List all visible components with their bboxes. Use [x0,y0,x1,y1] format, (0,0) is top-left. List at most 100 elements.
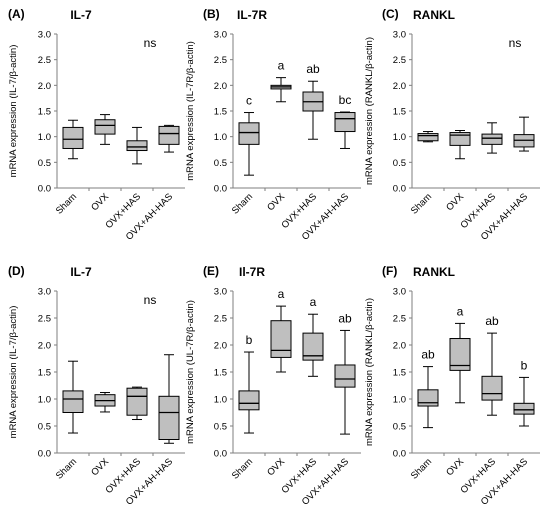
iqr-box [158,125,180,145]
iqr-box [334,112,356,133]
iqr-box [238,122,260,145]
y-tick-label: 0.0 [38,184,51,195]
y-tick-label: 1.0 [214,395,227,406]
y-tick-label: 0.0 [393,184,406,195]
y-tick-label: 3.0 [38,287,51,298]
x-tick-label: OVX [89,456,111,478]
iqr-box [481,375,503,401]
significance-label: ns [144,36,157,50]
panel-5: (E) Il-7R 0.0 0.5 1.0 1.5 2.0 2.5 3.0 mRNA expres… [185,264,361,508]
x-tick-label: OVX [265,191,287,213]
y-tick-label: 0.0 [214,449,227,460]
box-ovx-has [302,80,324,140]
y-tick-label: 0.0 [214,184,227,195]
y-tick-label: 1.0 [393,395,406,406]
y-tick-label: 1.0 [38,395,51,406]
y-tick-label: 1.0 [393,132,406,143]
iqr-box [238,390,260,411]
x-tick-label: OVX [89,191,111,213]
significance-label: ab [485,314,499,328]
panel-title: IL-7R [237,8,267,22]
y-tick-label: 2.0 [38,341,51,352]
iqr-box [62,390,84,413]
box-ovx-has [481,122,503,154]
significance-label: ab [421,348,435,362]
iqr-box [417,133,439,142]
box-sham [238,351,260,434]
panel-6: (F) RANKL 0.0 0.5 1.0 1.5 2.0 2.5 3.0 mRNA expres… [364,264,540,508]
box-ovx-ah-has [513,376,535,427]
y-tick-label: 2.5 [38,314,51,325]
box-ovx-has [302,313,324,377]
box-ovx [94,392,116,413]
x-tick-label: OVX [444,456,466,478]
y-tick-label: 0.5 [214,158,227,169]
panel-4: (D) IL-7 0.0 0.5 1.0 1.5 2.0 2.5 3.0 mRNA express… [8,264,185,508]
panel-title: Il-7R [239,265,265,279]
box-ovx-ah-has [334,111,356,149]
iqr-box [334,364,356,388]
box-ovx [94,114,116,145]
y-tick-label: 2.5 [38,55,51,66]
y-tick-label: 0.5 [38,422,51,433]
panel-letter: (E) [203,264,219,278]
y-tick-label: 2.5 [393,55,406,66]
y-tick-label: 1.5 [38,107,51,118]
y-axis-label: mRNA expression (IL-7/β-actin) [8,45,19,178]
x-tick-label: Sham [230,191,255,216]
panel-title: IL-7 [70,8,92,22]
box-ovx [270,77,292,103]
significance-label: bc [339,93,352,107]
y-tick-label: 1.5 [38,368,51,379]
y-axis-label: mRNA expression (RANKL/β-actin) [364,298,375,446]
box-sham [417,366,439,429]
box-ovx-has [481,332,503,416]
y-axis-label: mRNA expression (UL-7R/β-actin) [185,300,196,444]
panel-2: (B) IL-7R 0.0 0.5 1.0 1.5 2.0 2.5 3.0 mRNA expres… [185,7,361,243]
y-tick-label: 2.0 [38,81,51,92]
y-tick-label: 0.0 [393,449,406,460]
box-ovx-ah-has [513,116,535,152]
panel-title: RANKL [413,265,455,279]
significance-label: ab [338,311,352,325]
y-tick-label: 2.0 [393,341,406,352]
panel-letter: (C) [382,7,399,21]
iqr-box [481,133,503,145]
panel-letter: (F) [382,264,397,278]
y-tick-label: 1.5 [393,107,406,118]
y-tick-label: 2.0 [214,341,227,352]
panel-1: (A) IL-7 0.0 0.5 1.0 1.5 2.0 2.5 3.0 mRNA express… [8,7,185,243]
y-tick-label: 1.5 [214,107,227,118]
significance-label: a [278,59,285,73]
box-ovx-ah-has [158,354,180,444]
panel-letter: (D) [8,264,25,278]
y-tick-label: 1.5 [393,368,406,379]
box-ovx-ah-has [334,329,356,435]
y-tick-label: 3.0 [393,30,406,41]
x-tick-label: Sham [54,191,79,216]
iqr-box [302,332,324,361]
x-tick-label: OVX [444,191,466,213]
x-tick-label: Sham [409,191,434,216]
y-tick-label: 0.5 [393,422,406,433]
box-ovx-has [126,386,148,421]
iqr-box [513,402,535,415]
y-tick-label: 0.5 [38,158,51,169]
y-tick-label: 1.0 [38,132,51,143]
y-tick-label: 3.0 [214,287,227,298]
box-sham [417,131,439,143]
y-tick-label: 2.0 [393,81,406,92]
y-tick-label: 2.5 [393,314,406,325]
box-sham [62,360,84,434]
y-tick-label: 3.0 [393,287,406,298]
significance-label: b [521,358,528,372]
y-tick-label: 1.5 [214,368,227,379]
box-sham [62,119,84,160]
y-axis-label: mRNA expression (RANKL/β-actin) [364,37,375,185]
y-tick-label: 0.5 [214,422,227,433]
iqr-box [449,338,471,371]
y-axis-label: mRNA expression (IL-7/β-actin) [8,306,19,439]
iqr-box [158,395,180,440]
x-tick-label: OVX [265,456,287,478]
